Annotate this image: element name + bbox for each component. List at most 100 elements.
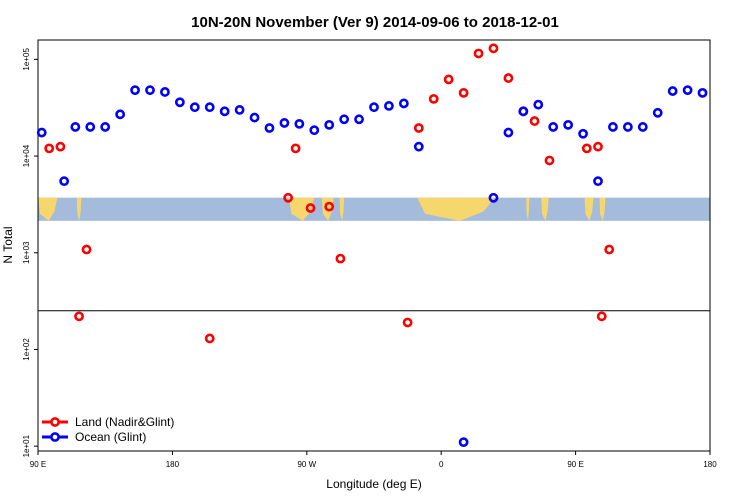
land-point — [503, 73, 514, 83]
x-tick-label: 90 W — [297, 460, 316, 469]
plot-frame — [37, 39, 711, 452]
x-axis: 90 E 180 90 W 0 90 E 180 — [30, 451, 717, 469]
ocean-point — [279, 118, 290, 128]
ocean-point — [652, 107, 663, 118]
ocean-point — [219, 106, 230, 117]
x-tick-label: 180 — [166, 460, 180, 469]
ocean-point — [324, 119, 335, 130]
land-point — [596, 311, 607, 322]
ocean-point — [294, 118, 305, 129]
data-points — [36, 43, 708, 448]
ocean-point — [234, 105, 245, 115]
ocean-point — [369, 102, 379, 113]
legend-label: Ocean (Glint) — [75, 430, 146, 444]
land-point — [443, 74, 454, 85]
land-mass — [339, 197, 345, 221]
land-mass — [541, 197, 549, 221]
x-tick-label: 180 — [703, 460, 717, 469]
ocean-point — [174, 97, 185, 108]
land-point — [74, 311, 84, 322]
ocean-point — [309, 125, 320, 136]
x-axis-title: Longitude (deg E) — [326, 477, 421, 491]
land-point — [44, 143, 55, 154]
ocean-point — [384, 101, 394, 111]
ocean-point — [533, 99, 544, 110]
ocean-point — [563, 119, 574, 130]
y-axis: 1e+01 1e+02 1e+03 1e+04 1e+05 — [22, 48, 38, 457]
x-tick-label: 90 E — [567, 460, 583, 469]
ocean-point — [85, 122, 96, 132]
map-band — [38, 197, 710, 221]
legend-marker — [50, 417, 60, 427]
ocean-point — [204, 102, 215, 113]
ocean-point — [145, 85, 155, 96]
ocean-point — [593, 176, 603, 187]
x-tick-label: 0 — [439, 460, 444, 469]
land-mass — [288, 197, 315, 221]
land-point — [55, 141, 66, 152]
ocean-point — [130, 85, 140, 96]
land-point — [473, 48, 484, 59]
land-mass — [584, 197, 594, 221]
ocean-point — [578, 128, 588, 139]
ocean-point — [488, 192, 499, 203]
ocean-point — [398, 98, 409, 109]
land-point — [335, 253, 346, 264]
y-tick-label: 1e+04 — [22, 144, 31, 167]
ocean-point — [548, 122, 559, 132]
y-tick-label: 1e+01 — [22, 434, 31, 457]
legend-label: Land (Nadir&Glint) — [75, 415, 174, 429]
ocean-point — [189, 102, 200, 113]
ocean-point — [36, 127, 47, 138]
land-mass — [526, 197, 530, 221]
legend: Land (Nadir&Glint)Ocean (Glint) — [42, 415, 174, 444]
land-mass — [599, 197, 606, 221]
ocean-point — [115, 109, 126, 120]
ocean-point — [682, 85, 693, 96]
land-mass — [417, 197, 495, 221]
land-point — [402, 317, 413, 328]
legend-marker — [50, 432, 60, 442]
land-mass — [38, 197, 58, 221]
land-point — [581, 143, 592, 154]
ocean-point — [667, 86, 678, 96]
y-axis-title: N Total — [1, 226, 15, 263]
ocean-point — [458, 437, 469, 448]
ocean-point — [264, 123, 275, 133]
land-point — [81, 244, 92, 255]
ocean-point — [697, 87, 708, 98]
land-point — [204, 333, 215, 344]
y-tick-label: 1e+02 — [22, 338, 31, 361]
land-point — [529, 116, 540, 126]
land-point — [488, 43, 499, 54]
land-point — [593, 141, 603, 152]
land-point — [428, 93, 439, 104]
land-point — [413, 123, 424, 133]
ocean-point — [503, 127, 514, 138]
ocean-point — [100, 122, 111, 132]
land-point — [544, 155, 555, 166]
ocean-point — [354, 114, 364, 125]
ocean-point — [339, 114, 350, 125]
ocean-point — [59, 176, 70, 187]
land-point — [305, 203, 316, 213]
land-point — [604, 244, 615, 255]
ocean-point — [70, 122, 81, 132]
chart-title: 10N-20N November (Ver 9) 2014-09-06 to 2… — [191, 14, 559, 31]
ocean-point — [249, 112, 260, 123]
land-point — [324, 201, 335, 212]
ocean-point — [608, 122, 618, 132]
ocean-point — [413, 141, 424, 152]
ocean-point — [622, 122, 633, 132]
y-tick-label: 1e+05 — [22, 48, 31, 71]
ocean-band — [38, 197, 710, 221]
ocean-point — [518, 106, 529, 117]
land-mass — [76, 197, 82, 221]
land-point — [458, 87, 469, 98]
ocean-point — [160, 87, 170, 97]
ocean-point — [637, 122, 648, 132]
y-tick-label: 1e+03 — [22, 241, 31, 264]
x-tick-label: 90 E — [30, 460, 46, 469]
land-point — [290, 143, 301, 154]
